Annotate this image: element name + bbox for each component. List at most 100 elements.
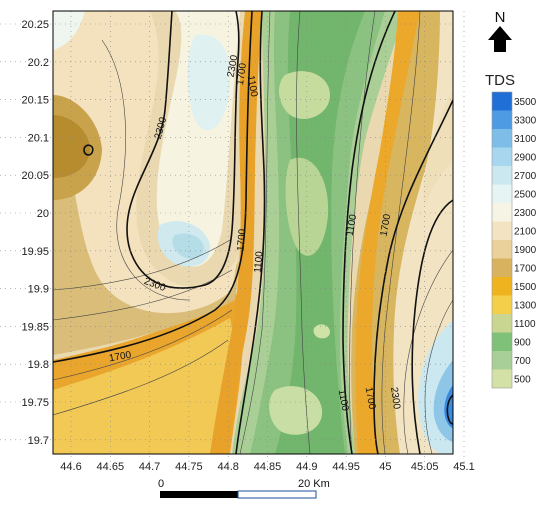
scale-bar-white-segment bbox=[237, 490, 317, 499]
y-tick-label: 19.7 bbox=[28, 435, 49, 447]
fill-plateau-blue-north bbox=[187, 34, 231, 131]
x-tick-label: 44.6 bbox=[60, 461, 81, 473]
north-arrow: N bbox=[488, 9, 512, 52]
legend-level-label: 2500 bbox=[514, 190, 537, 201]
x-tick-label: 44.65 bbox=[97, 461, 125, 473]
contour-label-text: 1700 bbox=[363, 386, 378, 410]
legend-level-label: 1100 bbox=[514, 319, 536, 330]
thin-contour-6 bbox=[239, 11, 271, 454]
y-tick-label: 20 bbox=[37, 208, 49, 220]
x-tick-label: 44.8 bbox=[217, 461, 238, 473]
scale-bar-black-segment bbox=[160, 491, 238, 498]
thin-contour-7 bbox=[296, 11, 311, 454]
legend-swatch bbox=[492, 147, 512, 166]
fill-plateau-corner bbox=[53, 11, 85, 50]
legend-level-label: 1500 bbox=[514, 282, 537, 293]
legend-swatch bbox=[492, 277, 512, 296]
contour-label: 1100 bbox=[336, 389, 351, 413]
legend-swatch bbox=[492, 221, 512, 240]
tds-legend: TDS 3500 3300 3100 2900 2700 2500 2300 2100 1900… bbox=[485, 72, 537, 389]
legend-level-label: 3100 bbox=[514, 134, 537, 145]
legend-level-label: 1700 bbox=[514, 264, 537, 275]
y-tick-label: 20.1 bbox=[28, 132, 49, 144]
dotted-gridlines bbox=[0, 11, 465, 470]
x-tick-label: 45 bbox=[379, 461, 391, 473]
fill-valley-light-south bbox=[269, 386, 323, 435]
y-tick-label: 19.95 bbox=[21, 246, 49, 258]
contour-label-text: 1100 bbox=[336, 389, 351, 413]
legend-level-label: 900 bbox=[514, 338, 531, 349]
fill-east-blue-core bbox=[444, 385, 453, 428]
y-tick-label: 19.8 bbox=[28, 359, 49, 371]
scale-bar-end-label: 20 Km bbox=[298, 478, 330, 490]
legend-level-label: 500 bbox=[514, 375, 531, 386]
fill-plateau-blue-core bbox=[172, 233, 204, 259]
x-tick-label: 45.05 bbox=[411, 461, 439, 473]
x-tick-label: 45.1 bbox=[453, 461, 474, 473]
contour-label: 2300 bbox=[226, 54, 241, 78]
contour-label-text: 1700 bbox=[108, 350, 132, 365]
legend-level-label: 700 bbox=[514, 356, 531, 367]
contour-label-text: 2300 bbox=[226, 54, 241, 78]
contour-1700-east bbox=[373, 99, 453, 454]
thin-contour-8 bbox=[349, 11, 376, 454]
legend-level-label: 1900 bbox=[514, 245, 537, 256]
contour-west-low-ring bbox=[83, 144, 94, 156]
y-tick-label: 20.05 bbox=[21, 170, 49, 182]
legend-level-labels: 3500 3300 3100 2900 2700 2500 2300 2100 1900 1700… bbox=[514, 97, 537, 386]
fill-west-low-core bbox=[53, 115, 90, 178]
contour-2300-west-loop bbox=[126, 11, 240, 289]
legend-bar-outline bbox=[491, 91, 513, 389]
y-tick-label: 20.2 bbox=[28, 57, 49, 69]
contour-label-text: 1100 bbox=[245, 75, 260, 99]
legend-swatch bbox=[492, 184, 512, 203]
thin-contour-11 bbox=[424, 299, 453, 454]
legend-level-label: 2100 bbox=[514, 227, 537, 238]
thin-contour-10 bbox=[403, 249, 453, 454]
contour-1100-east bbox=[342, 11, 396, 454]
legend-swatch bbox=[492, 92, 512, 111]
legend-title: TDS bbox=[485, 72, 515, 89]
x-tick-label: 44.95 bbox=[332, 461, 360, 473]
contour-label-text: 1100 bbox=[253, 250, 266, 273]
contour-label: 1100 bbox=[245, 75, 260, 99]
legend-swatch bbox=[492, 110, 512, 129]
thin-contour-9 bbox=[381, 11, 421, 454]
fill-east-ridge-orange bbox=[355, 11, 420, 454]
contour-east-high-ring bbox=[446, 394, 453, 425]
contour-label: 2300 bbox=[388, 386, 402, 410]
legend-swatch bbox=[492, 369, 512, 388]
scale-bar-start-label: 0 bbox=[158, 478, 164, 490]
fill-west-highland bbox=[53, 11, 238, 314]
north-arrow-label: N bbox=[495, 9, 506, 26]
legend-swatch bbox=[492, 258, 512, 277]
fill-valley-light-north bbox=[278, 71, 330, 119]
y-axis-tick-labels: 20.25 20.2 20.15 20.1 20.05 20 19.95 19.9 19.85 1… bbox=[21, 19, 49, 447]
contour-label: 1100 bbox=[253, 250, 266, 273]
contour-label: 1700 bbox=[379, 213, 394, 237]
contour-1100-west bbox=[235, 11, 266, 454]
contour-1700-west bbox=[53, 11, 253, 363]
legend-swatch bbox=[492, 166, 512, 185]
y-tick-label: 19.75 bbox=[21, 397, 49, 409]
fill-valley-spot bbox=[313, 324, 330, 339]
y-tick-label: 20.25 bbox=[21, 19, 49, 31]
legend-swatch bbox=[492, 240, 512, 259]
bold-contour-lines bbox=[53, 11, 453, 454]
legend-level-label: 2300 bbox=[514, 208, 537, 219]
contour-label: 1700 bbox=[236, 228, 249, 252]
y-tick-label: 19.85 bbox=[21, 321, 49, 333]
x-tick-label: 44.75 bbox=[175, 461, 203, 473]
y-tick-label: 19.9 bbox=[28, 284, 49, 296]
contour-label: 1700 bbox=[363, 386, 378, 410]
fill-west-valley-edge bbox=[210, 11, 262, 454]
x-tick-label: 44.85 bbox=[254, 461, 282, 473]
legend-level-label: 2900 bbox=[514, 153, 537, 164]
x-tick-label: 44.7 bbox=[139, 461, 160, 473]
contour-map-area bbox=[53, 11, 453, 454]
legend-swatch bbox=[492, 295, 512, 314]
legend-swatch bbox=[492, 203, 512, 222]
contour-label: 1700 bbox=[108, 350, 132, 365]
thin-contour-3 bbox=[53, 309, 233, 381]
